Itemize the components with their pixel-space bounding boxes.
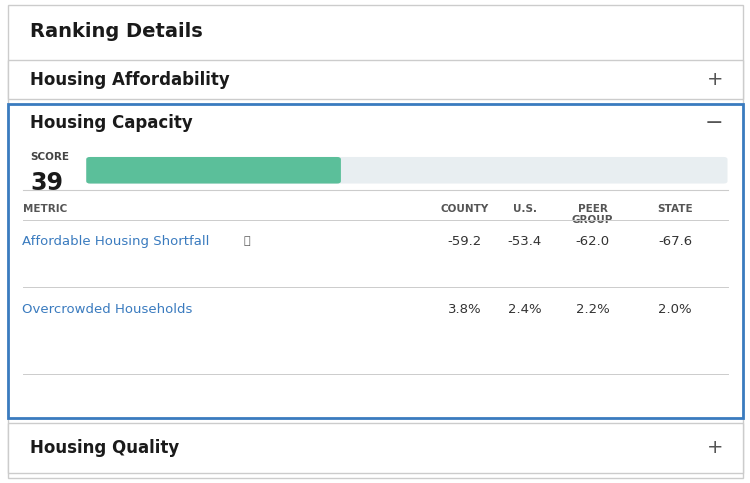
FancyBboxPatch shape xyxy=(8,423,742,473)
Text: −: − xyxy=(705,113,724,133)
Text: Housing Affordability: Housing Affordability xyxy=(30,71,230,89)
Text: Housing Quality: Housing Quality xyxy=(30,439,179,457)
Text: -59.2: -59.2 xyxy=(448,235,482,248)
Text: PEER
GROUP: PEER GROUP xyxy=(572,204,614,226)
FancyBboxPatch shape xyxy=(86,157,728,184)
Text: 2.2%: 2.2% xyxy=(576,303,609,315)
Text: ⓘ: ⓘ xyxy=(244,237,250,246)
Text: Ranking Details: Ranking Details xyxy=(30,22,202,41)
Text: Affordable Housing Shortfall: Affordable Housing Shortfall xyxy=(22,235,210,248)
Text: 2.0%: 2.0% xyxy=(658,303,692,315)
Text: 39: 39 xyxy=(30,171,63,196)
Text: -62.0: -62.0 xyxy=(575,235,610,248)
Text: 3.8%: 3.8% xyxy=(448,303,482,315)
Text: COUNTY: COUNTY xyxy=(441,204,489,214)
Text: +: + xyxy=(707,70,724,89)
Text: SCORE: SCORE xyxy=(30,152,69,162)
Text: 2.4%: 2.4% xyxy=(509,303,542,315)
FancyBboxPatch shape xyxy=(8,5,742,478)
Text: STATE: STATE xyxy=(657,204,693,214)
FancyBboxPatch shape xyxy=(8,60,742,99)
FancyBboxPatch shape xyxy=(86,157,341,184)
Text: -67.6: -67.6 xyxy=(658,235,692,248)
Text: -53.4: -53.4 xyxy=(508,235,542,248)
Text: METRIC: METRIC xyxy=(22,204,67,214)
Text: Housing Capacity: Housing Capacity xyxy=(30,114,193,132)
Text: U.S.: U.S. xyxy=(513,204,537,214)
Text: Overcrowded Households: Overcrowded Households xyxy=(22,303,193,315)
Text: +: + xyxy=(707,439,724,457)
FancyBboxPatch shape xyxy=(8,104,742,418)
